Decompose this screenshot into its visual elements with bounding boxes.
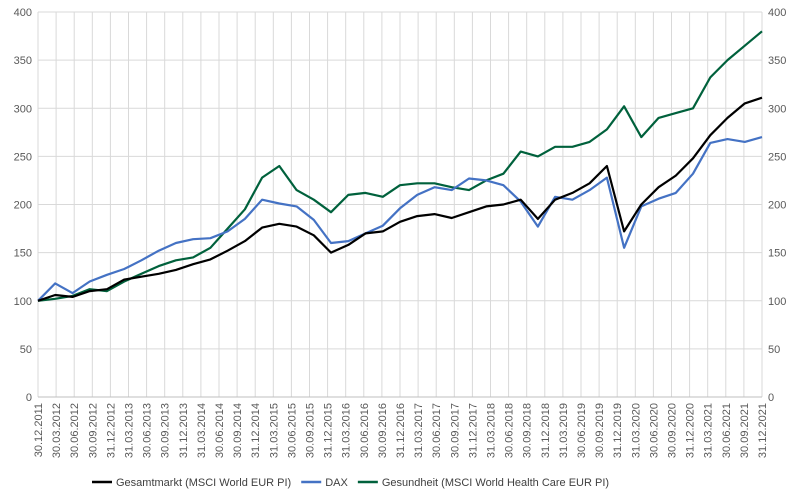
x-tick-label: 31.03.2014 bbox=[196, 403, 208, 458]
x-tick-label: 30.09.2020 bbox=[667, 403, 679, 458]
x-tick-label: 31.12.2016 bbox=[395, 403, 407, 458]
x-tick-label: 30.09.2021 bbox=[739, 403, 751, 458]
y-axis-right: 0 50 100 150 200 250 300 350 400 bbox=[768, 7, 786, 404]
x-axis: 30.12.2011 30.03.2012 30.06.2012 30.09.2012… bbox=[33, 396, 769, 458]
y-tick-label-left: 50 bbox=[20, 344, 32, 356]
series-line-3 bbox=[37, 30, 763, 302]
x-tick-label: 31.12.2018 bbox=[540, 403, 552, 458]
x-tick-label: 30.09.2012 bbox=[87, 403, 99, 458]
legend-label-1: Gesamtmarkt (MSCI World EUR PI) bbox=[116, 477, 291, 489]
x-tick-label: 31.12.2019 bbox=[612, 403, 624, 458]
x-tick-label: 30.09.2018 bbox=[522, 403, 534, 458]
y-tick-label-right: 150 bbox=[768, 248, 786, 260]
x-tick-label: 31.12.2014 bbox=[250, 403, 262, 458]
x-tick-label: 31.12.2017 bbox=[467, 403, 479, 458]
x-tick-label: 30.06.2012 bbox=[69, 403, 81, 458]
y-tick-label-right: 350 bbox=[768, 55, 786, 67]
x-tick-label: 30.06.2018 bbox=[504, 403, 516, 458]
y-tick-label-right: 0 bbox=[768, 392, 774, 404]
x-tick-label: 31.12.2015 bbox=[323, 403, 335, 458]
x-tick-label: 30.06.2017 bbox=[431, 403, 443, 458]
y-tick-label-left: 0 bbox=[26, 392, 32, 404]
y-tick-label-right: 300 bbox=[768, 103, 786, 115]
y-tick-label-left: 100 bbox=[14, 296, 32, 308]
x-tick-label: 31.03.2016 bbox=[341, 403, 353, 458]
x-tick-label: 31.12.2012 bbox=[105, 403, 117, 458]
series-line-1 bbox=[37, 96, 763, 302]
x-tick-label: 30.09.2015 bbox=[305, 403, 317, 458]
x-tick-label: 30.09.2017 bbox=[449, 403, 461, 458]
x-tick-label: 30.09.2014 bbox=[232, 403, 244, 458]
x-tick-label: 30.09.2019 bbox=[594, 403, 606, 458]
x-tick-label: 31.03.2021 bbox=[703, 403, 715, 458]
gridlines bbox=[37, 11, 763, 398]
y-tick-label-left: 150 bbox=[14, 248, 32, 260]
legend: Gesamtmarkt (MSCI World EUR PI) DAX Gesund… bbox=[92, 477, 609, 489]
y-tick-label-right: 50 bbox=[768, 344, 780, 356]
y-tick-label-left: 400 bbox=[14, 7, 32, 19]
x-tick-label: 31.12.2013 bbox=[178, 403, 190, 458]
x-tick-label: 31.12.2021 bbox=[757, 403, 769, 458]
x-tick-label: 30.06.2014 bbox=[214, 403, 226, 458]
x-tick-label: 30.06.2019 bbox=[576, 403, 588, 458]
x-tick-label: 31.03.2020 bbox=[630, 403, 642, 458]
series-lines bbox=[37, 30, 763, 302]
y-tick-label-right: 250 bbox=[768, 151, 786, 163]
x-tick-label: 31.03.2017 bbox=[413, 403, 425, 458]
x-tick-label: 31.03.2013 bbox=[124, 403, 136, 458]
y-tick-label-left: 200 bbox=[14, 200, 32, 212]
x-tick-label: 31.03.2019 bbox=[558, 403, 570, 458]
y-axis-left: 0 50 100 150 200 250 300 350 400 bbox=[14, 7, 32, 404]
y-tick-label-right: 100 bbox=[768, 296, 786, 308]
x-tick-label: 30.09.2013 bbox=[160, 403, 172, 458]
x-tick-label: 30.12.2011 bbox=[33, 403, 45, 457]
x-tick-label: 30.06.2021 bbox=[721, 403, 733, 458]
x-tick-label: 31.03.2015 bbox=[268, 403, 280, 458]
x-tick-label: 31.12.2020 bbox=[685, 403, 697, 458]
legend-label-3: Gesundheit (MSCI World Health Care EUR P… bbox=[382, 477, 609, 489]
y-tick-label-left: 250 bbox=[14, 151, 32, 163]
x-tick-label: 30.03.2012 bbox=[51, 403, 63, 458]
y-tick-label-left: 350 bbox=[14, 55, 32, 67]
legend-label-2: DAX bbox=[325, 477, 348, 489]
x-tick-label: 30.06.2015 bbox=[286, 403, 298, 458]
x-tick-label: 31.03.2018 bbox=[486, 403, 498, 458]
x-tick-label: 30.09.2016 bbox=[377, 403, 389, 458]
x-tick-label: 30.06.2016 bbox=[359, 403, 371, 458]
y-tick-label-right: 200 bbox=[768, 200, 786, 212]
y-tick-label-right: 400 bbox=[768, 7, 786, 19]
x-tick-label: 30.06.2013 bbox=[142, 403, 154, 458]
x-tick-label: 30.06.2020 bbox=[648, 403, 660, 458]
y-tick-label-left: 300 bbox=[14, 103, 32, 115]
